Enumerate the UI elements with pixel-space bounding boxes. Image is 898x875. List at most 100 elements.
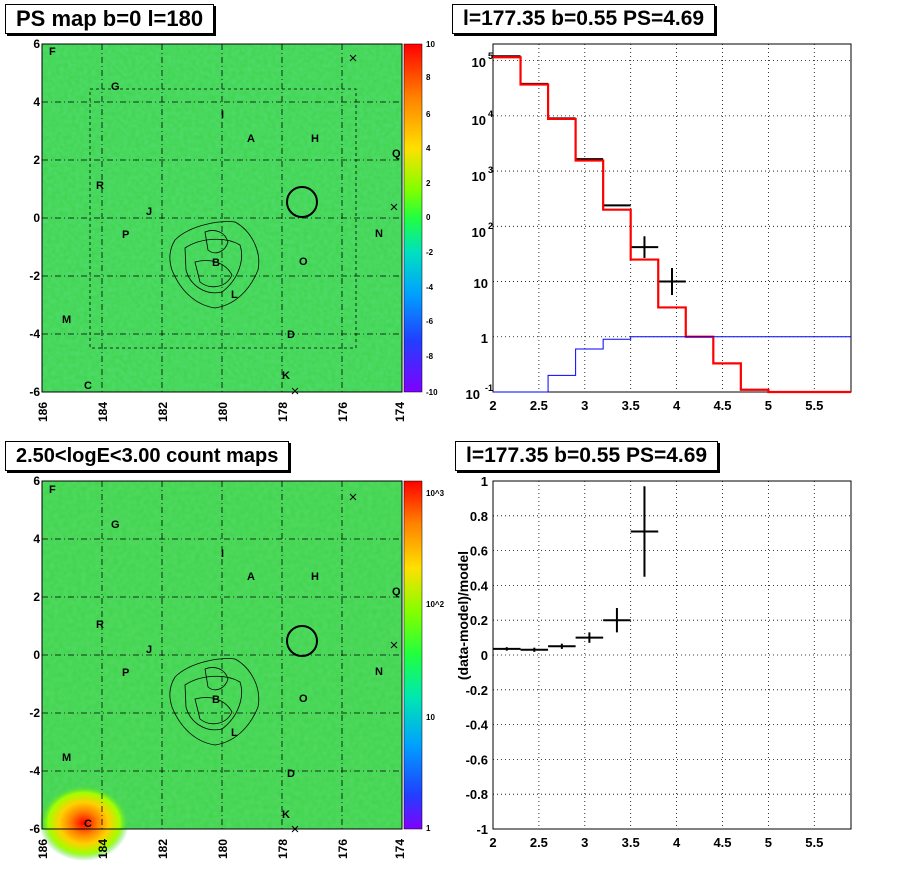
x-tick-label: 186 <box>36 839 50 859</box>
source-label: D <box>287 768 295 780</box>
residual-x-ticks: 2 2.5 3 3.5 4 4.5 5 5.5 <box>489 835 823 850</box>
y-tick-label: -0.6 <box>466 752 488 767</box>
source-label: L <box>231 289 238 301</box>
colorbar-label: 4 <box>426 144 431 153</box>
x-tick-label: 3.5 <box>622 398 640 413</box>
snr-contour <box>169 658 260 746</box>
source-label: L <box>231 727 238 739</box>
spectrum-step-line <box>493 56 851 394</box>
residual-y-axis-label: (data-model)/model <box>455 551 471 680</box>
svg-text:10: 10 <box>472 169 486 184</box>
svg-text:10: 10 <box>472 55 486 70</box>
source-label: C <box>84 818 92 830</box>
source-labels: F G I A H Q R J P N B O L M D K C <box>49 46 401 392</box>
source-label: Q <box>392 148 401 160</box>
ps-candidate-circle <box>286 625 318 657</box>
snr-contour <box>169 221 260 309</box>
source-label: J <box>146 206 152 218</box>
map-bottom-x-ticks: 186 184 182 180 178 176 174 <box>36 839 407 859</box>
ps-map-grid <box>42 44 402 392</box>
y-tick-label: 4 <box>33 532 40 546</box>
counts-colorbar-labels: 10^3 10^2 10 1 <box>426 489 445 833</box>
source-label: D <box>287 329 295 341</box>
ps-colorbar-labels: 10 8 6 4 2 0 -2 -4 -6 -8 -10 <box>426 40 438 397</box>
source-label: M <box>62 752 71 764</box>
source-label: G <box>111 519 120 531</box>
source-label: I <box>221 548 224 560</box>
source-label: J <box>146 644 152 656</box>
y-tick-label: -2 <box>29 269 40 283</box>
x-tick-label: 4.5 <box>713 398 731 413</box>
svg-text:3: 3 <box>488 165 493 175</box>
colorbar-label: -4 <box>426 283 434 292</box>
svg-text:10: 10 <box>466 387 480 402</box>
source-label: B <box>212 257 220 269</box>
count-map-grid <box>42 481 402 829</box>
y-tick-label: 0.4 <box>470 578 489 593</box>
y-tick-label: 0 <box>481 648 488 663</box>
x-tick-label: 2.5 <box>530 835 548 850</box>
x-tick-label: 5.5 <box>805 398 823 413</box>
colorbar-label: 10 <box>426 713 435 722</box>
y-tick-label: 0 <box>33 648 40 662</box>
y-tick-label: 4 <box>33 95 40 109</box>
y-tick-label: -0.2 <box>466 683 488 698</box>
y-tick-label: 0.2 <box>470 613 488 628</box>
svg-text:-1: -1 <box>485 383 493 393</box>
source-label: R <box>96 619 104 631</box>
x-tick-label: 178 <box>276 839 290 859</box>
source-label: A <box>247 133 255 145</box>
source-label: A <box>247 571 255 583</box>
x-tick-label: 182 <box>156 839 170 859</box>
y-tick-label: -6 <box>29 385 40 399</box>
residual-chart: (data-model)/model 1 0.8 0.6 0.4 0.2 0 -… <box>455 474 852 850</box>
x-tick-label: 3.5 <box>622 835 640 850</box>
x-tick-label: 5 <box>765 835 772 850</box>
svg-text:2: 2 <box>488 221 493 231</box>
y-tick-label: 10 4 <box>472 109 493 128</box>
map-bottom-y-ticks: 6 4 2 0 -2 -4 -6 <box>29 474 40 836</box>
source-label: K <box>282 809 290 821</box>
residual-y-ticks: 1 0.8 0.6 0.4 0.2 0 -0.2 -0.4 -0.6 -0.8 … <box>466 474 489 837</box>
y-tick-label: 2 <box>33 153 40 167</box>
x-tick-label: 176 <box>336 839 350 859</box>
source-label: O <box>299 693 308 705</box>
x-tick-label: 180 <box>216 402 230 422</box>
x-tick-label: 2 <box>489 398 496 413</box>
source-label: O <box>299 256 308 268</box>
colorbar-label: 10^2 <box>426 600 445 609</box>
svg-text:5: 5 <box>488 51 493 61</box>
source-label: I <box>221 109 224 121</box>
map-top-y-ticks: 6 4 2 0 -2 -4 -6 <box>29 37 40 399</box>
colorbar-label: 8 <box>426 73 431 82</box>
y-tick-label: -2 <box>29 706 40 720</box>
x-tick-label: 5.5 <box>805 835 823 850</box>
colorbar-label: -10 <box>426 388 438 397</box>
y-tick-label: 10 -1 <box>466 383 493 402</box>
source-label: Q <box>392 586 401 598</box>
map-top-title: PS map b=0 l=180 <box>5 4 215 34</box>
y-tick-label: 6 <box>33 474 40 488</box>
y-tick-label: 0 <box>33 211 40 225</box>
x-tick-label: 4 <box>673 835 681 850</box>
x-tick-label: 186 <box>36 402 50 422</box>
map-top-x-ticks: 186 184 182 180 178 176 174 <box>36 402 407 422</box>
x-tick-label: 5 <box>765 398 772 413</box>
source-labels: F G I A H Q R J P N B O L M D K C <box>49 484 401 830</box>
source-label: P <box>122 667 129 679</box>
source-label: C <box>84 380 92 392</box>
source-label: N <box>375 666 383 678</box>
x-tick-label: 2 <box>489 835 496 850</box>
source-label: R <box>96 180 104 192</box>
colorbar-label: 10 <box>426 40 435 49</box>
colorbar-label: -2 <box>426 248 434 257</box>
y-tick-label: 10 <box>474 276 488 291</box>
ps-colorbar <box>403 43 423 393</box>
x-tick-label: 176 <box>336 402 350 422</box>
map-bottom-title: 2.50<logE<3.00 count maps <box>5 441 290 471</box>
svg-text:10: 10 <box>472 113 486 128</box>
ps-candidate-circle <box>286 186 318 218</box>
colorbar-label: 0 <box>426 213 431 222</box>
y-tick-label: 10 3 <box>472 165 493 184</box>
source-label: F <box>49 46 56 58</box>
